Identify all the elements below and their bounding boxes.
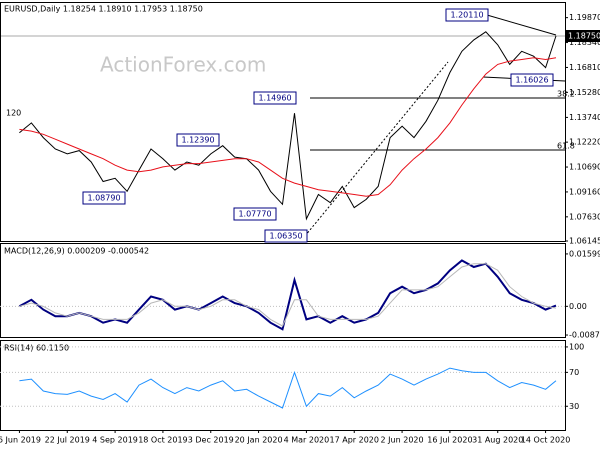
y-tick-label: 30: [569, 402, 579, 411]
series-line: [18, 259, 557, 331]
y-tick-label: 1.13740: [569, 113, 600, 122]
annotation: 38.2: [557, 90, 575, 99]
label-box: [253, 91, 297, 105]
y-tick-label: 70: [569, 368, 579, 377]
y-tick-label: 1.16810: [569, 63, 600, 72]
label-box: [445, 8, 489, 22]
annotation: 1.12390: [181, 136, 214, 145]
annotation: 1.07770: [238, 210, 271, 219]
annotation: 1.08790: [87, 194, 120, 203]
watermark: ActionForex.com: [100, 53, 266, 77]
y-tick-label: -0.00876: [569, 331, 600, 340]
y-tick-label: 0.00: [569, 302, 587, 311]
x-tick-label: 6 Jun 2019: [0, 436, 41, 445]
y-tick-label: 1.07630: [569, 212, 600, 221]
y-tick-label: 1.12220: [569, 138, 600, 147]
rsi-title: RSI(14) 60.1150: [4, 344, 69, 353]
y-tick-label: 1.18340: [569, 38, 600, 47]
x-tick-label: 31 Aug 2020: [472, 436, 523, 445]
price-panel: [0, 2, 566, 242]
x-tick-label: 4 Sep 2019: [92, 436, 138, 445]
annotation: 61.8: [557, 142, 575, 151]
x-tick-label: 2 Jun 2020: [381, 436, 424, 445]
trend-line: [479, 12, 557, 36]
y-tick-label: 1.15280: [569, 88, 600, 97]
label-box: [82, 191, 126, 205]
x-tick-label: 17 Apr 2020: [330, 436, 379, 445]
price-tag: [566, 30, 600, 42]
label-box: [264, 229, 308, 243]
label-box: [510, 73, 554, 87]
macd-panel: [0, 243, 566, 338]
series-line: [19, 57, 557, 197]
x-tick-label: 22 Jul 2019: [45, 436, 90, 445]
annotation: 1.16026: [515, 76, 548, 85]
macd-title: MACD(12,26,9) 0.000209 -0.000542: [4, 247, 149, 256]
x-tick-label: 4 Mar 2020: [284, 436, 330, 445]
x-tick-label: 18 Oct 2019: [138, 436, 187, 445]
y-tick-label: 1.19870: [569, 13, 600, 22]
y-tick-label: 0.015991: [569, 249, 600, 258]
label-box: [233, 207, 277, 221]
y-tick-label: 1.06145: [569, 237, 600, 246]
series-line: [19, 367, 557, 409]
x-tick-label: 16 Jul 2020: [427, 436, 472, 445]
trend-line: [304, 61, 449, 237]
annotation: 1.20110: [450, 11, 483, 20]
annotation: 1.18750: [568, 32, 600, 41]
annotation: 120: [6, 109, 21, 118]
x-tick-label: 3 Dec 2019: [188, 436, 234, 445]
rsi-panel: [0, 340, 566, 431]
y-tick-label: 100: [569, 342, 584, 351]
annotation: 1.14960: [258, 94, 291, 103]
y-tick-label: 1.09160: [569, 187, 600, 196]
series-line: [19, 263, 557, 327]
y-tick-label: 1.10690: [569, 163, 600, 172]
chart-title: EURUSD,Daily 1.18254 1.18910 1.17953 1.1…: [4, 5, 203, 14]
x-tick-label: 14 Oct 2020: [521, 436, 570, 445]
x-tick-label: 20 Jan 2020: [235, 436, 283, 445]
label-box: [176, 133, 220, 147]
series-line: [19, 31, 557, 221]
annotation: 1.06350: [269, 232, 302, 241]
